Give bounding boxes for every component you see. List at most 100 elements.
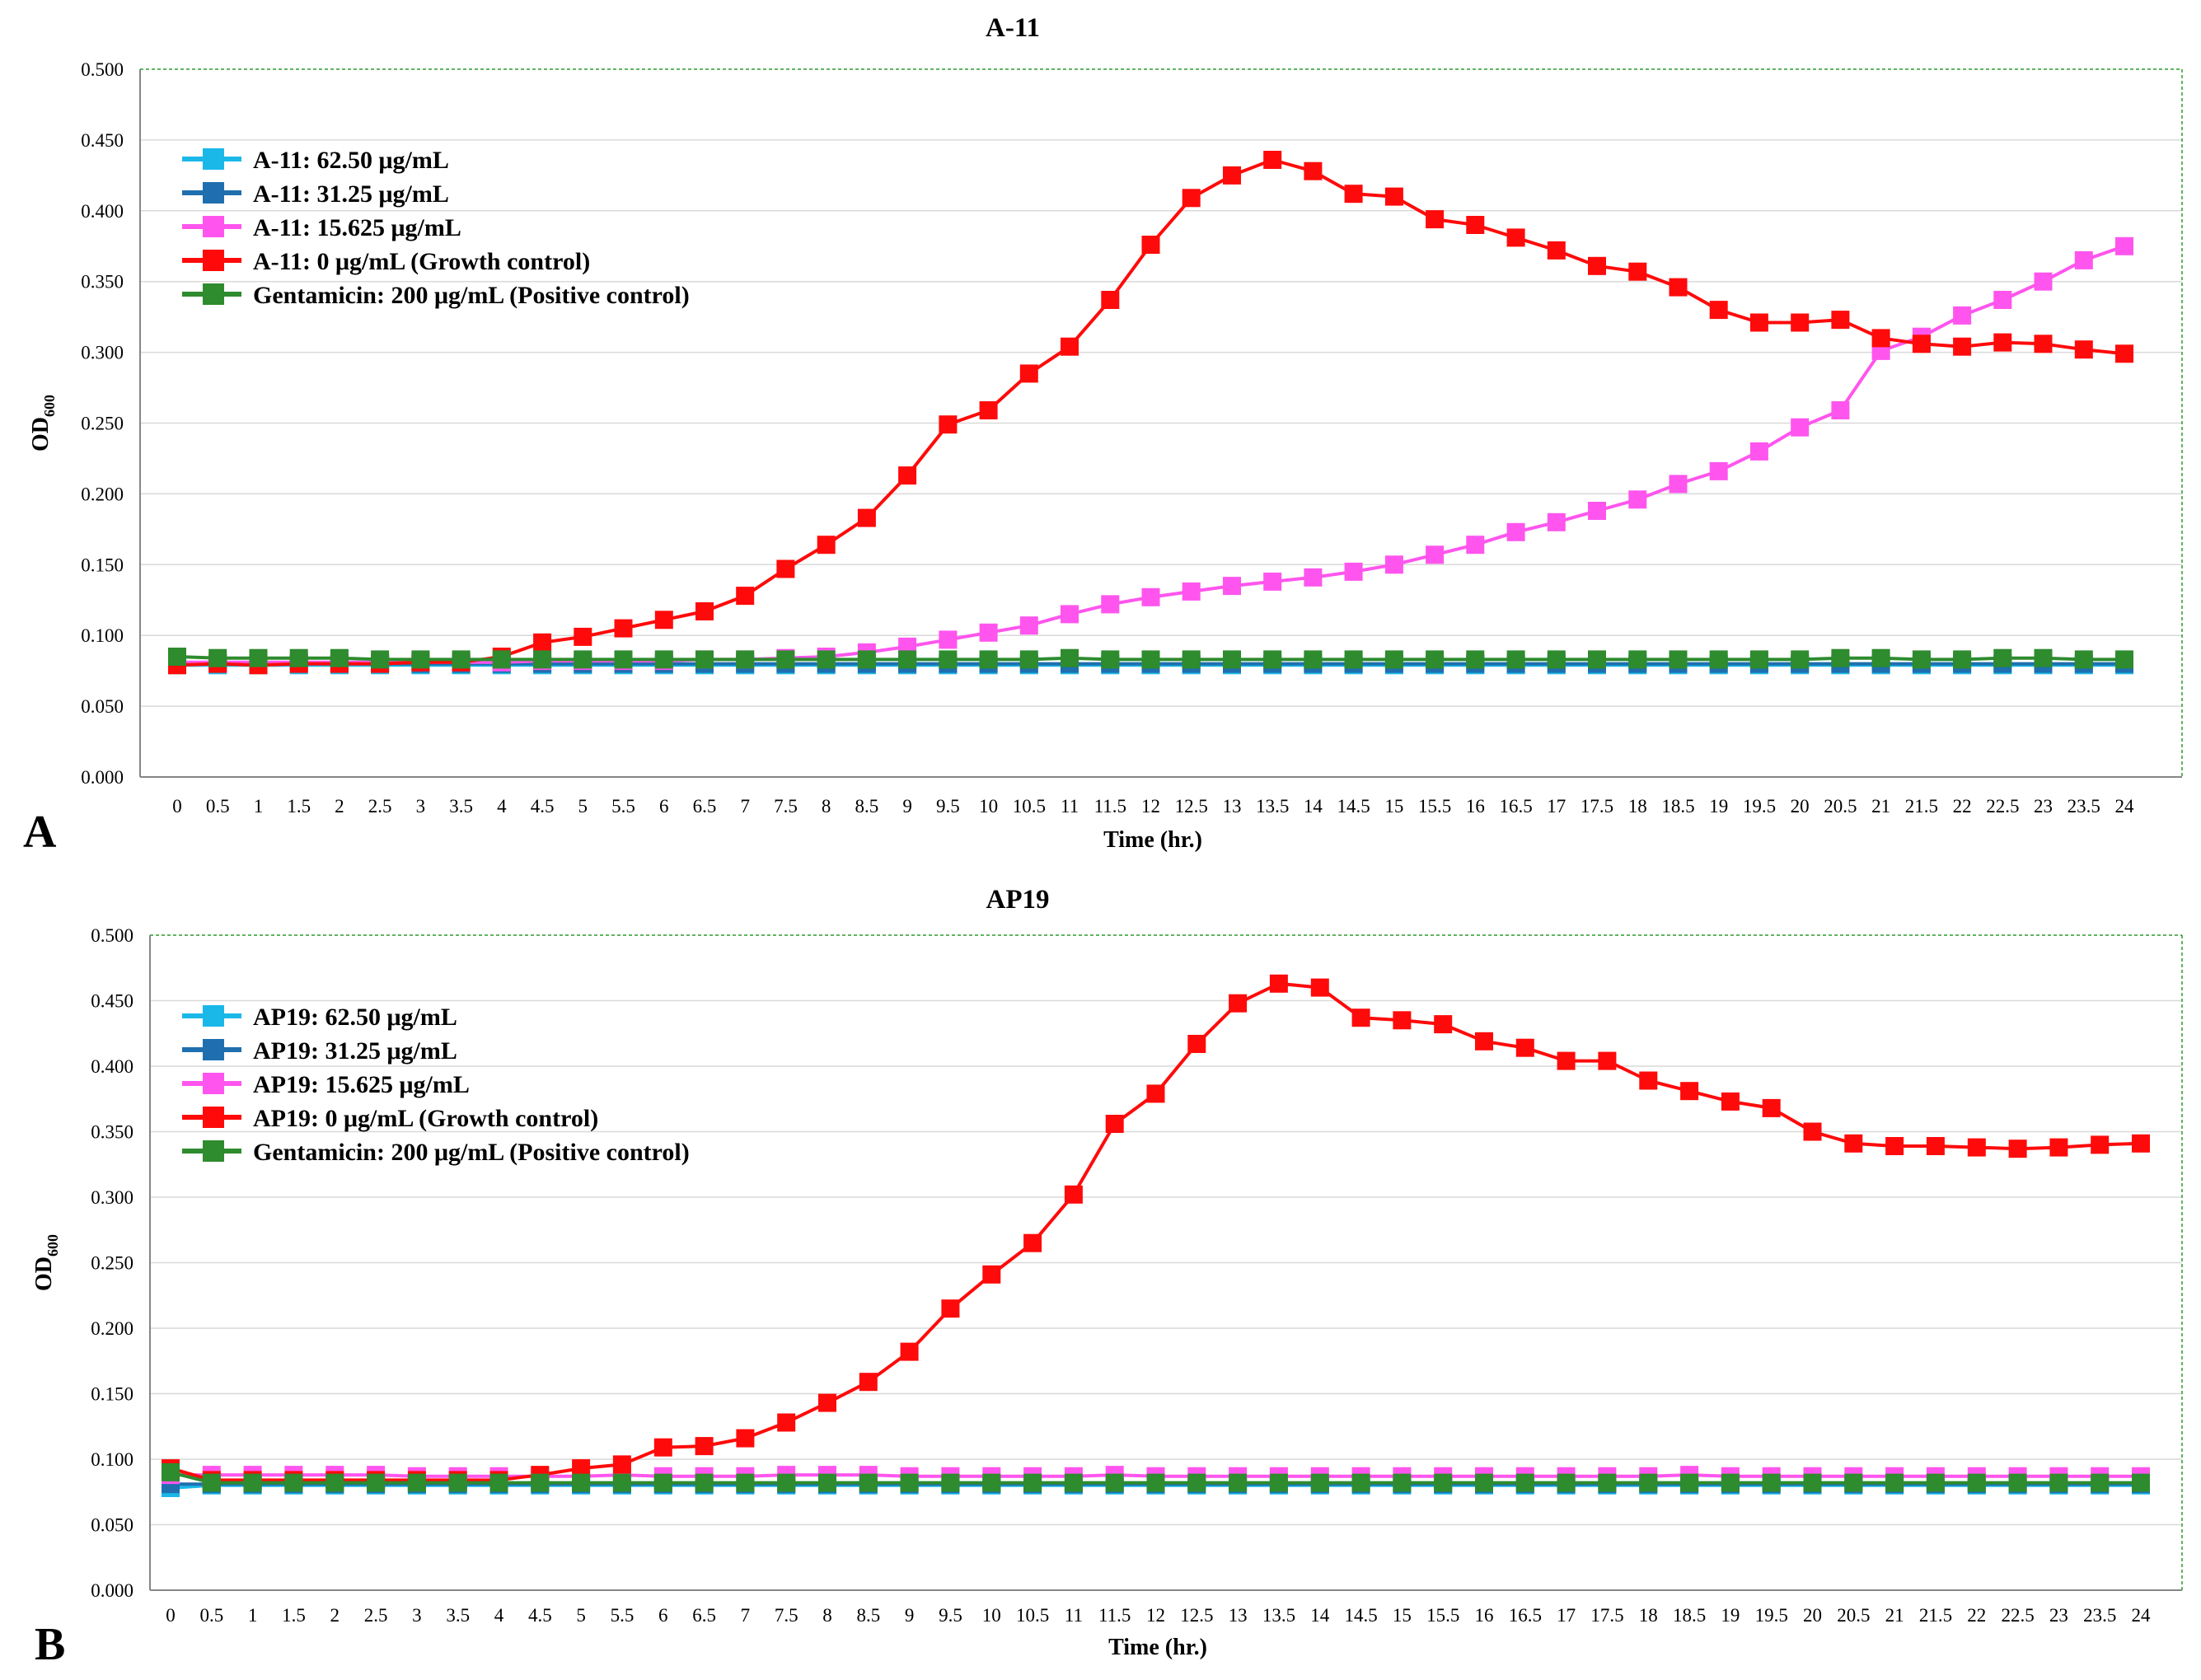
x-tick-label: 10.5	[1016, 1605, 1049, 1626]
y-axis-label-main: OD	[31, 1256, 57, 1291]
data-point	[1187, 1035, 1206, 1053]
data-point	[1182, 582, 1201, 601]
y-tick-label: 0.500	[91, 925, 133, 946]
x-tick-label: 11	[1065, 1605, 1083, 1626]
data-point	[1019, 650, 1038, 669]
data-point	[1871, 648, 1890, 667]
data-point	[941, 1473, 960, 1492]
data-point	[533, 650, 552, 669]
x-tick-label: 9.5	[939, 1605, 962, 1626]
data-point	[1871, 329, 1890, 348]
data-point	[777, 1473, 796, 1492]
x-tick-label: 23	[2049, 1605, 2068, 1626]
x-tick-label: 21	[1871, 796, 1890, 817]
legend-entry: A-11: 62.50 μg/mL	[253, 147, 449, 174]
x-tick-label: 6.5	[693, 796, 717, 817]
data-point	[1598, 1473, 1617, 1492]
data-point	[330, 648, 349, 667]
data-point	[2074, 250, 2093, 269]
x-tick-label: 23	[2034, 796, 2053, 817]
x-tick-label: 17.5	[1581, 796, 1613, 817]
x-tick-label: 21	[1885, 1605, 1904, 1626]
data-point	[2074, 650, 2093, 669]
x-tick-label: 9	[902, 796, 912, 817]
x-tick-label: 16.5	[1509, 1605, 1542, 1626]
y-tick-label: 0.150	[81, 555, 124, 575]
data-point	[1061, 337, 1079, 356]
data-point	[1547, 650, 1566, 669]
data-point	[1061, 605, 1079, 624]
x-tick-label: 2.5	[364, 1605, 388, 1626]
data-point	[1101, 595, 1120, 614]
y-tick-label: 0.100	[91, 1449, 133, 1470]
x-tick-label: 22.5	[2001, 1605, 2034, 1626]
data-point	[1515, 1038, 1534, 1057]
data-point	[2049, 1473, 2068, 1492]
legend-swatch-marker	[203, 1107, 224, 1128]
data-point	[1223, 577, 1241, 596]
data-point	[1304, 161, 1323, 180]
x-tick-label: 2	[335, 796, 344, 817]
x-tick-label: 17	[1547, 796, 1566, 817]
data-point	[1791, 418, 1810, 437]
x-tick-label: 23.5	[2068, 796, 2100, 817]
data-point	[1506, 650, 1525, 669]
data-point	[574, 650, 592, 669]
x-tick-label: 5	[576, 1605, 586, 1626]
data-point	[653, 1473, 672, 1492]
data-point	[1101, 291, 1120, 309]
y-axis-label-main: OD	[28, 417, 54, 452]
data-point	[1709, 461, 1728, 480]
data-point	[1547, 512, 1566, 531]
x-tick-label: 10	[979, 796, 998, 817]
data-point	[1223, 650, 1241, 669]
data-point	[1141, 650, 1160, 669]
data-point	[941, 1299, 960, 1318]
data-point	[411, 650, 430, 669]
data-point	[1393, 1011, 1412, 1030]
data-point	[1639, 1473, 1658, 1492]
data-point	[1023, 1233, 1042, 1252]
y-tick-label: 0.150	[91, 1384, 133, 1405]
x-tick-label: 19.5	[1755, 1605, 1788, 1626]
data-point	[1466, 216, 1485, 234]
legend-entry: A-11: 15.625 μg/mL	[253, 214, 461, 241]
data-point	[979, 650, 998, 669]
data-point	[736, 587, 755, 606]
legend-swatch-marker	[203, 1073, 224, 1094]
data-point	[1762, 1098, 1781, 1117]
x-tick-label: 11	[1061, 796, 1079, 817]
data-point	[489, 1473, 508, 1492]
data-point	[982, 1473, 1001, 1492]
data-point	[1105, 1473, 1124, 1492]
x-tick-label: 19	[1709, 796, 1728, 817]
data-point	[1146, 1084, 1165, 1103]
data-point	[939, 415, 958, 434]
legend-swatch-marker	[203, 250, 224, 271]
y-tick-label: 0.350	[91, 1122, 133, 1143]
data-point	[2034, 335, 2053, 353]
data-point	[2034, 648, 2053, 667]
data-point	[818, 1473, 836, 1492]
data-point	[202, 1473, 221, 1492]
x-tick-label: 1.5	[282, 1605, 306, 1626]
x-tick-label: 8.5	[855, 796, 879, 817]
data-point	[1344, 185, 1363, 204]
data-point	[1749, 313, 1768, 332]
y-tick-label: 0.500	[81, 59, 124, 80]
data-point	[817, 536, 836, 555]
data-point	[900, 1473, 919, 1492]
data-point	[1141, 587, 1160, 606]
y-tick-label: 0.200	[81, 484, 124, 504]
data-point	[979, 401, 998, 419]
data-point	[1628, 262, 1647, 281]
legend-swatch-marker	[203, 1005, 224, 1027]
data-point	[736, 1473, 755, 1492]
data-point	[776, 559, 795, 578]
data-point	[1598, 1051, 1617, 1070]
x-tick-label: 6.5	[692, 1605, 716, 1626]
y-tick-label: 0.000	[81, 767, 124, 788]
data-point	[1384, 187, 1403, 206]
x-tick-label: 17.5	[1590, 1605, 1623, 1626]
data-point	[1466, 536, 1485, 555]
